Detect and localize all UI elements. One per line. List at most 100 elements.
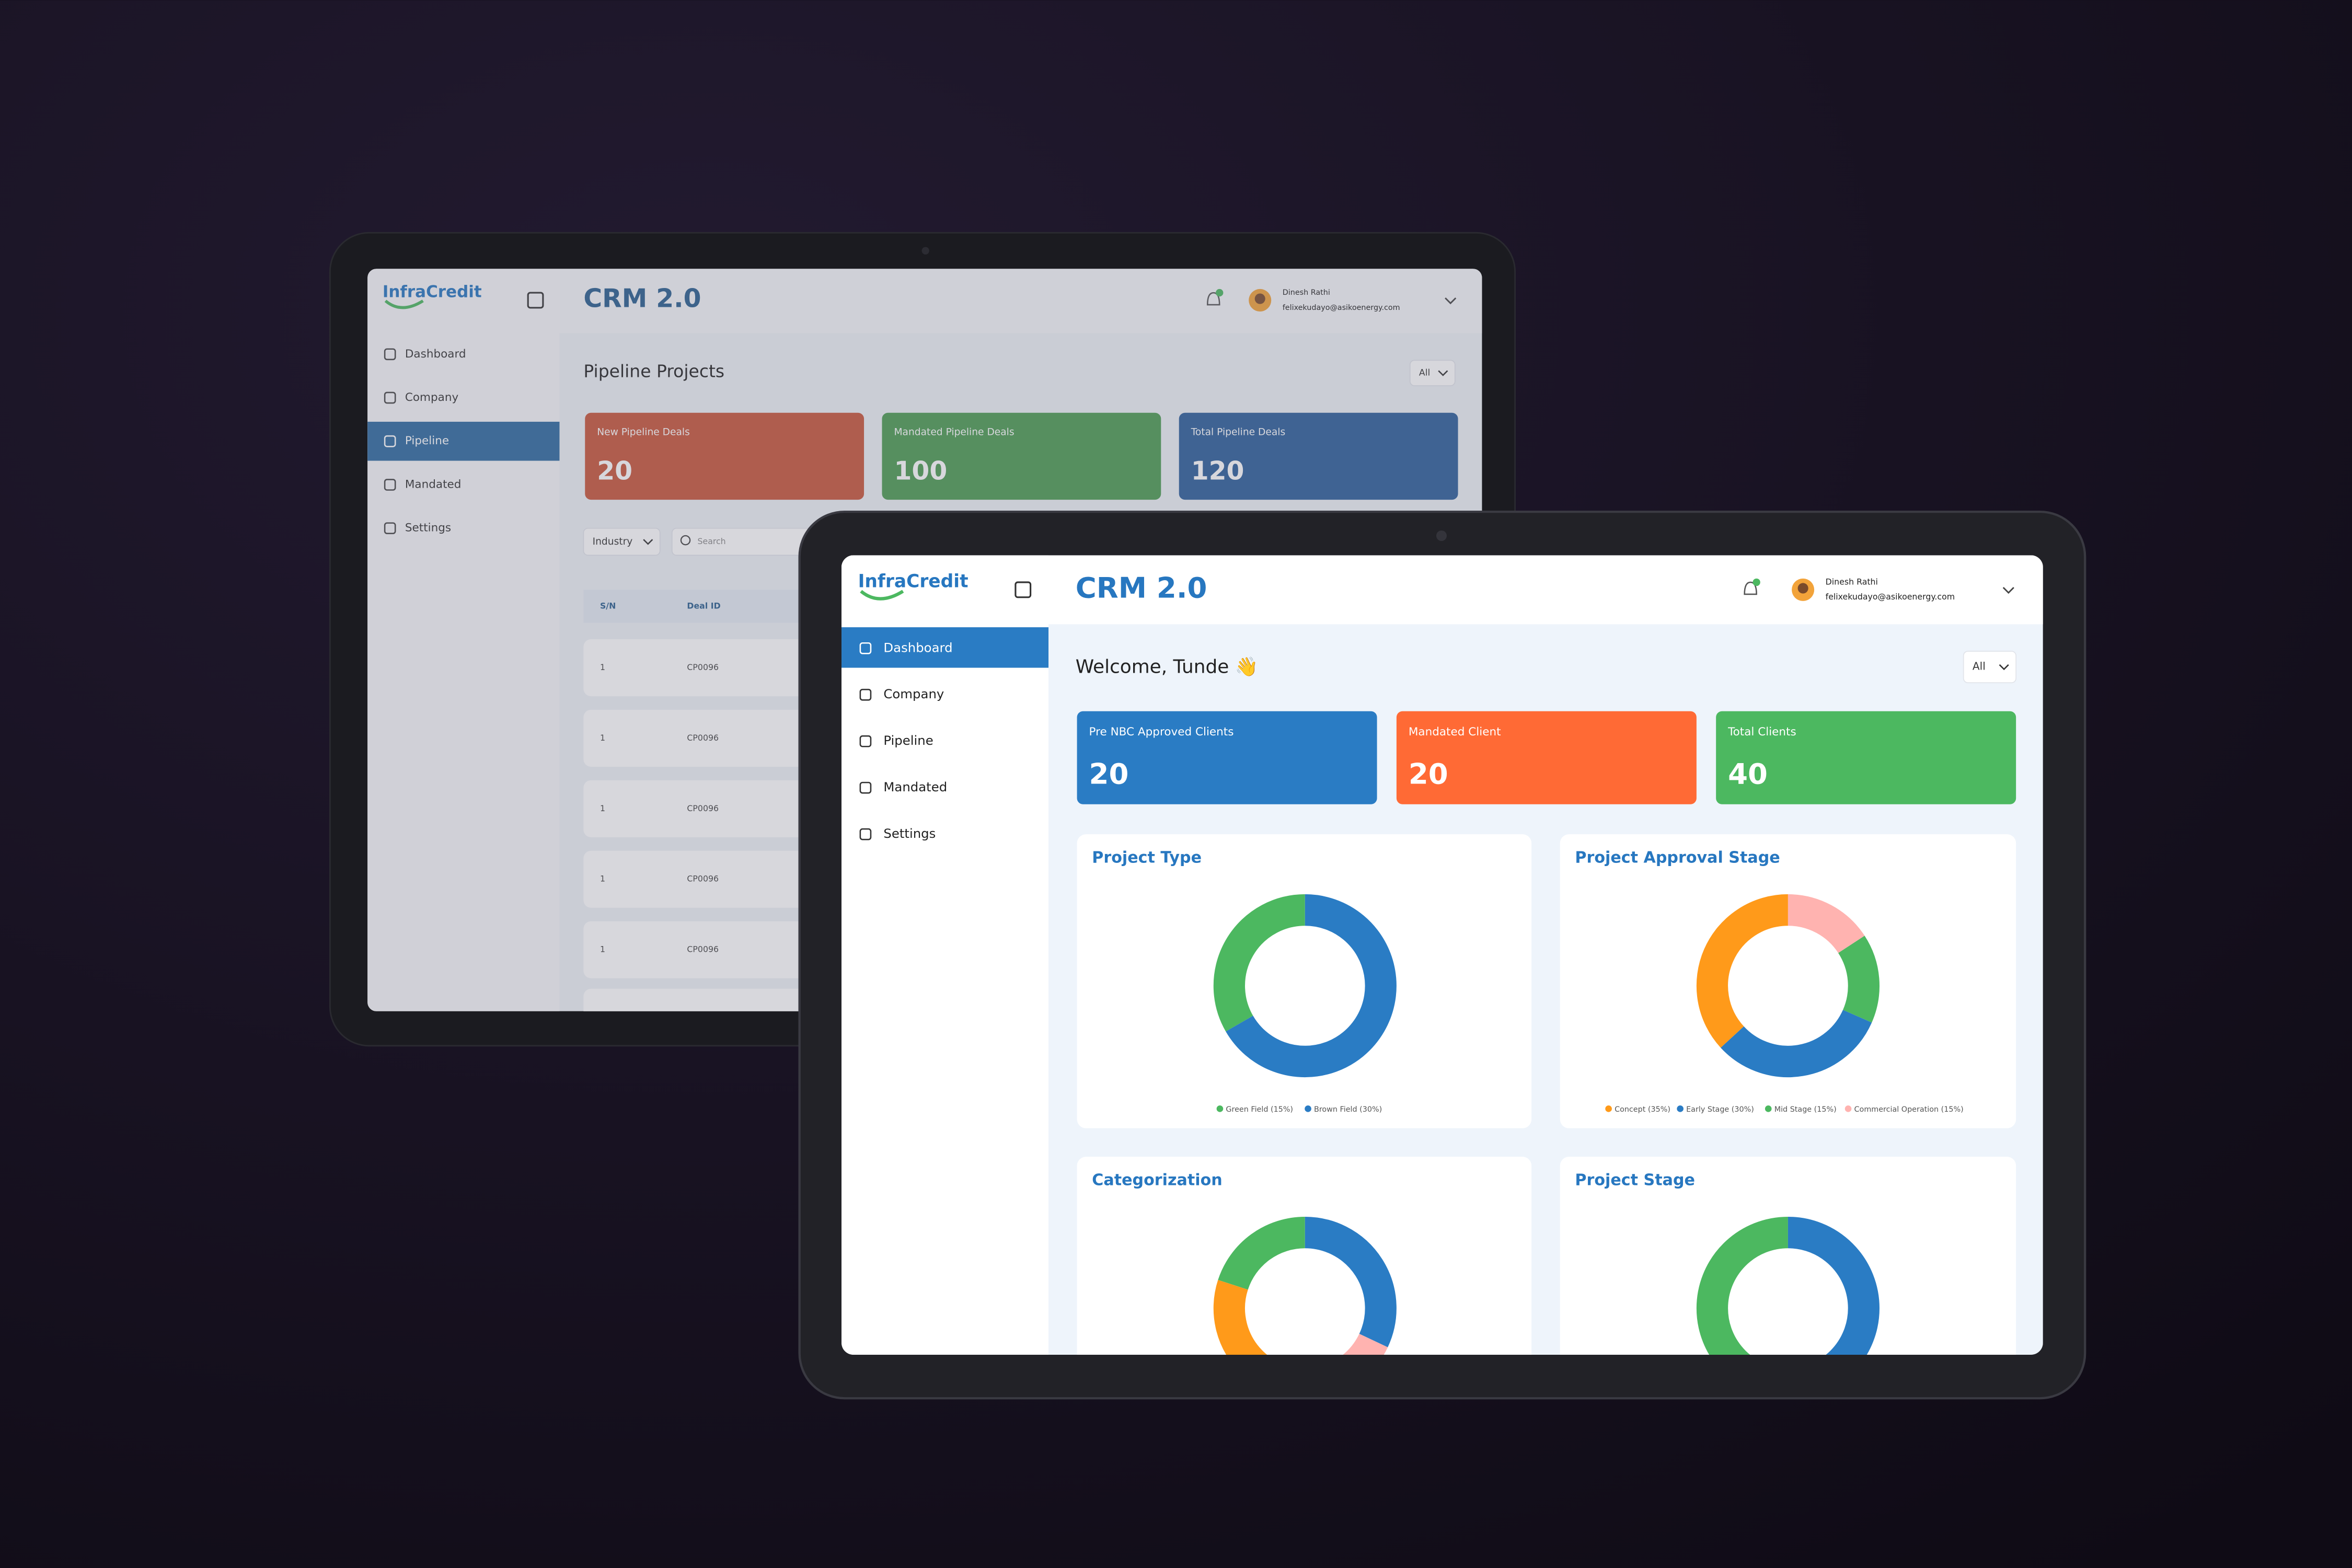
legend-swatch xyxy=(1677,1105,1684,1112)
back-camera xyxy=(921,247,929,255)
logo-swoosh xyxy=(860,590,904,601)
stat-card-value: 40 xyxy=(1728,757,1768,790)
nav-icon xyxy=(384,391,396,404)
search-icon xyxy=(680,535,691,546)
user-name: Dinesh Rathi xyxy=(1283,289,1330,297)
user-avatar-face xyxy=(1254,293,1265,304)
table-cell: CP0096 xyxy=(687,662,719,672)
legend-label: Brown Field (30%) xyxy=(1314,1105,1382,1114)
stat-card xyxy=(1179,412,1458,500)
donut-segment xyxy=(1788,1216,1880,1355)
chart-panel xyxy=(1560,834,2016,1128)
filter-dropdown[interactable] xyxy=(1963,651,2017,684)
page-title: Pipeline Projects xyxy=(583,361,724,382)
notification-bell[interactable] xyxy=(1744,581,1757,595)
stat-card-label: Pre NBC Approved Clients xyxy=(1089,725,1234,739)
nav-item[interactable]: Mandated xyxy=(883,779,947,794)
nav-icon xyxy=(859,688,872,701)
nav-item[interactable]: Pipeline xyxy=(405,434,449,447)
legend-swatch xyxy=(1216,1105,1224,1112)
legend-label: Commercial Operation (15%) xyxy=(1854,1105,1964,1114)
chart-panel xyxy=(1077,1157,1532,1355)
nav-icon xyxy=(859,828,872,840)
stat-card xyxy=(1716,711,2016,804)
notification-dot xyxy=(1216,289,1224,297)
stat-card-value: 20 xyxy=(597,456,632,486)
donut-segment xyxy=(1213,894,1306,1032)
filter-dropdown[interactable] xyxy=(583,527,661,556)
nav-item[interactable]: Company xyxy=(883,686,944,701)
user-name: Dinesh Rathi xyxy=(1826,577,1878,586)
sidebar-toggle[interactable] xyxy=(527,292,544,309)
table-cell: 1 xyxy=(600,874,605,884)
sidebar xyxy=(841,555,1049,1355)
nav-item[interactable]: Company xyxy=(405,391,459,404)
nav-active xyxy=(367,421,560,461)
notification-dot xyxy=(1753,578,1760,586)
nav-icon xyxy=(859,735,872,747)
user-email: felixekudayo@asikoenergy.com xyxy=(1283,304,1400,312)
topbar xyxy=(559,269,1482,333)
donut-segment xyxy=(1721,1009,1872,1078)
user-menu-chevron[interactable] xyxy=(2002,587,2014,594)
table-cell: 1 xyxy=(600,662,605,672)
stat-card xyxy=(1396,711,1697,804)
stat-card-label: New Pipeline Deals xyxy=(597,427,690,438)
donut-segment xyxy=(1788,894,1865,953)
nav-item[interactable]: Settings xyxy=(405,522,451,535)
nav-icon xyxy=(384,479,396,491)
legend-swatch xyxy=(1305,1105,1311,1112)
stat-card-label: Mandated Client xyxy=(1409,725,1501,739)
user-menu-chevron[interactable] xyxy=(1445,297,1457,305)
nav-icon xyxy=(859,642,872,654)
table-cell: CP0096 xyxy=(687,874,719,884)
filter-chevron xyxy=(1999,664,2009,671)
nav-item[interactable]: Pipeline xyxy=(883,733,933,748)
filter-label: All xyxy=(1419,368,1430,378)
donut-segment xyxy=(1218,1216,1306,1290)
stat-card xyxy=(585,412,864,500)
chart-title: Project Type xyxy=(1092,849,1202,867)
donut-segment xyxy=(1213,1279,1339,1355)
logo: InfraCredit xyxy=(858,571,969,592)
topbar xyxy=(841,555,2043,625)
stat-card-value: 100 xyxy=(894,456,947,486)
table-cell: CP0096 xyxy=(687,803,719,813)
nav-item[interactable]: Settings xyxy=(883,826,936,841)
sidebar-toggle[interactable] xyxy=(1014,581,1032,598)
stat-card xyxy=(1077,711,1377,804)
chart-panel xyxy=(1077,834,1532,1128)
table-column-header: Deal ID xyxy=(687,601,720,610)
app-title: CRM 2.0 xyxy=(583,283,701,313)
chart-title: Project Stage xyxy=(1575,1171,1695,1190)
app-title: CRM 2.0 xyxy=(1076,571,1207,604)
chart-title: Project Approval Stage xyxy=(1575,849,1780,867)
sidebar xyxy=(367,269,560,1011)
nav-item[interactable]: Mandated xyxy=(405,478,462,491)
nav-icon xyxy=(384,435,396,447)
stat-card-value: 20 xyxy=(1089,757,1129,790)
filter-dropdown[interactable] xyxy=(1409,360,1456,386)
filter-chevron xyxy=(1438,370,1448,376)
nav-icon xyxy=(384,348,396,361)
table-column-header: S/N xyxy=(600,601,616,610)
logo-swoosh xyxy=(384,299,424,309)
chart-title: Categorization xyxy=(1092,1171,1222,1190)
nav-item[interactable]: Dashboard xyxy=(883,640,952,655)
notification-bell[interactable] xyxy=(1206,292,1220,306)
table-cell: 1 xyxy=(600,944,605,954)
legend-swatch xyxy=(1605,1105,1612,1112)
legend-swatch xyxy=(1765,1105,1772,1112)
search-placeholder: Search xyxy=(698,536,726,546)
table-cell: 1 xyxy=(600,803,605,813)
stat-card-value: 120 xyxy=(1191,456,1244,486)
legend-label: Early Stage (30%) xyxy=(1686,1105,1754,1114)
nav-item[interactable]: Dashboard xyxy=(405,348,466,361)
chart-panel xyxy=(1560,1157,2016,1355)
donut-segment xyxy=(1696,1216,1789,1355)
stat-card-label: Total Pipeline Deals xyxy=(1191,427,1285,438)
stat-card-label: Mandated Pipeline Deals xyxy=(894,427,1014,438)
donut-segment xyxy=(1327,1333,1388,1355)
